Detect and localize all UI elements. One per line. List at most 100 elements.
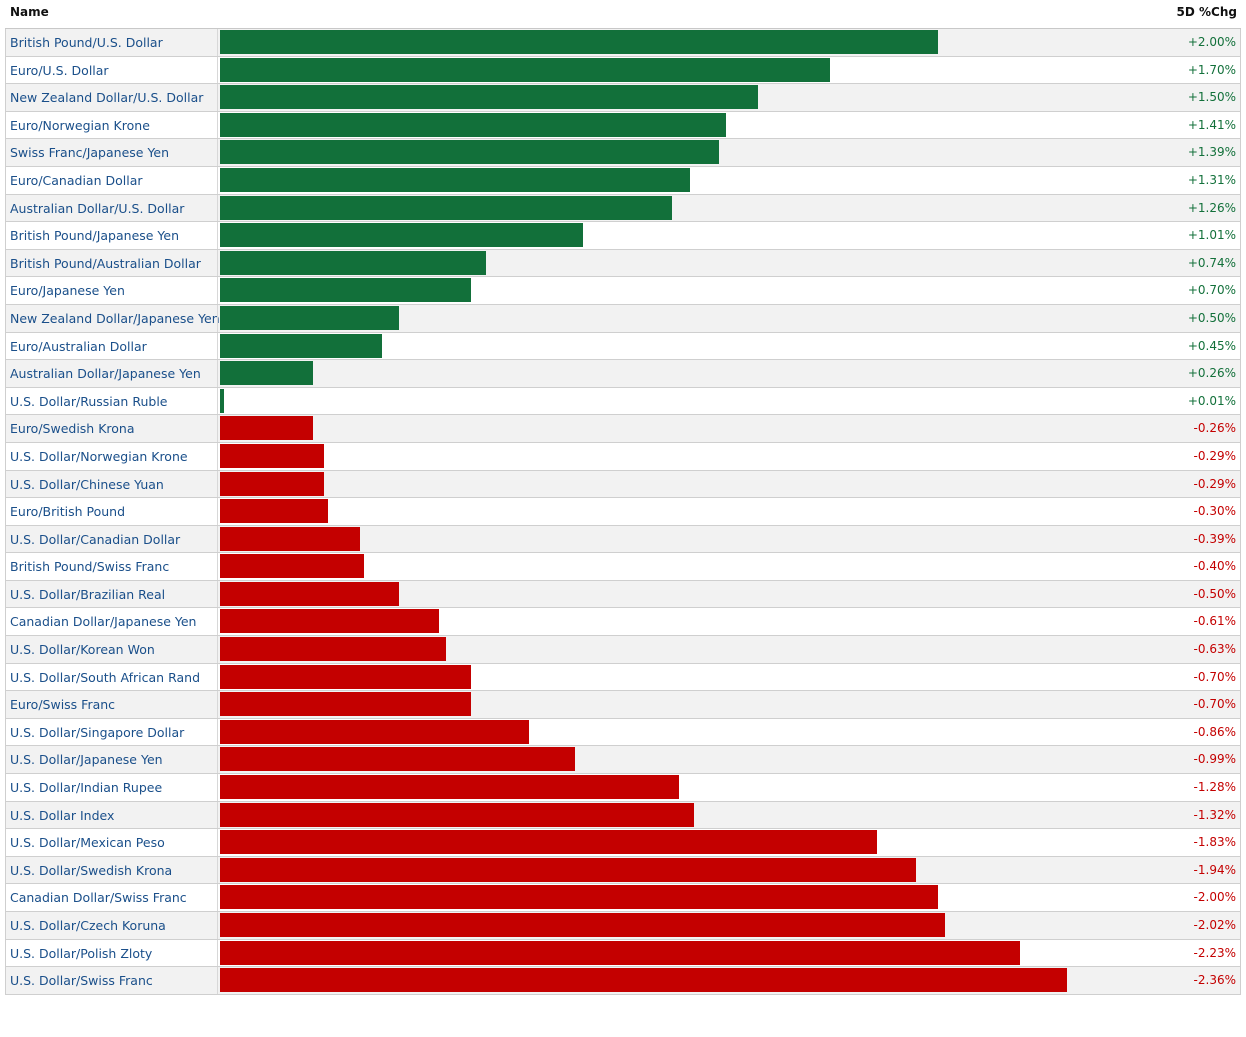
column-divider bbox=[217, 967, 218, 994]
currency-pair-link[interactable]: U.S. Dollar/Singapore Dollar bbox=[10, 724, 185, 740]
column-divider bbox=[217, 553, 218, 580]
change-bar bbox=[220, 526, 360, 551]
change-bar bbox=[220, 167, 691, 192]
currency-pair-link[interactable]: Canadian Dollar/Swiss Franc bbox=[10, 890, 187, 906]
column-divider bbox=[217, 166, 218, 194]
column-divider bbox=[217, 856, 218, 884]
table-row: New Zealand Dollar/Japanese Yen +0.50% bbox=[5, 304, 1241, 333]
currency-pair-link[interactable]: British Pound/Japanese Yen bbox=[10, 228, 180, 244]
currency-pair-link[interactable]: U.S. Dollar/Polish Zloty bbox=[10, 945, 153, 961]
currency-pair-link[interactable]: U.S. Dollar/Indian Rupee bbox=[10, 780, 163, 796]
change-value: -0.63% bbox=[1193, 642, 1236, 657]
column-divider bbox=[217, 691, 218, 718]
currency-pair-link[interactable]: U.S. Dollar/South African Rand bbox=[10, 669, 201, 685]
currency-pair-link[interactable]: U.S. Dollar/Czech Koruna bbox=[10, 918, 166, 933]
change-bar bbox=[220, 775, 680, 800]
change-value: +1.41% bbox=[1187, 117, 1236, 132]
column-divider bbox=[217, 84, 218, 111]
change-bar bbox=[220, 692, 472, 717]
change-bar bbox=[220, 581, 400, 606]
currency-pair-link[interactable]: Euro/British Pound bbox=[10, 504, 126, 520]
change-value: -0.40% bbox=[1193, 559, 1236, 574]
change-value: -0.50% bbox=[1193, 586, 1236, 601]
currency-pair-link[interactable]: U.S. Dollar/Norwegian Krone bbox=[10, 448, 188, 464]
column-divider bbox=[217, 912, 218, 939]
change-bar bbox=[220, 747, 576, 772]
currency-pair-link[interactable]: Euro/Norwegian Krone bbox=[10, 117, 150, 133]
table-row: Euro/Australian Dollar +0.45% bbox=[5, 332, 1241, 361]
change-bar bbox=[220, 195, 673, 220]
change-value: +2.00% bbox=[1187, 35, 1236, 49]
currency-pair-link[interactable]: Euro/Japanese Yen bbox=[10, 283, 125, 299]
currency-pair-link[interactable]: Euro/Swedish Krona bbox=[10, 421, 135, 437]
table-row: U.S. Dollar/Singapore Dollar -0.86% bbox=[5, 718, 1241, 747]
change-value: -1.32% bbox=[1193, 807, 1236, 822]
column-divider bbox=[217, 829, 218, 856]
currency-pair-link[interactable]: U.S. Dollar/Japanese Yen bbox=[10, 752, 163, 768]
table-row: Euro/Canadian Dollar +1.31% bbox=[5, 166, 1241, 195]
change-bar bbox=[220, 57, 831, 82]
currency-pair-link[interactable]: U.S. Dollar/Chinese Yuan bbox=[10, 476, 164, 492]
change-column-header[interactable]: 5D %Chg bbox=[1176, 5, 1237, 19]
change-value: +0.01% bbox=[1187, 393, 1236, 408]
currency-pair-link[interactable]: Euro/Swiss Franc bbox=[10, 697, 116, 713]
table-row: Euro/British Pound -0.30% bbox=[5, 498, 1241, 526]
table-row: U.S. Dollar/Brazilian Real -0.50% bbox=[5, 580, 1241, 609]
currency-pair-link[interactable]: U.S. Dollar/Canadian Dollar bbox=[10, 531, 181, 547]
currency-pair-link[interactable]: Australian Dollar/U.S. Dollar bbox=[10, 200, 185, 216]
column-divider bbox=[217, 222, 218, 249]
table-row: British Pound/Japanese Yen +1.01% bbox=[5, 222, 1241, 250]
table-row: Euro/Japanese Yen +0.70% bbox=[5, 277, 1241, 305]
change-bar bbox=[220, 802, 694, 827]
change-bar bbox=[220, 940, 1021, 965]
change-bar bbox=[220, 333, 382, 358]
currency-pair-link[interactable]: Canadian Dollar/Japanese Yen bbox=[10, 614, 197, 630]
change-bar bbox=[220, 885, 938, 910]
table-row: U.S. Dollar/Polish Zloty -2.23% bbox=[5, 939, 1241, 968]
table-row: U.S. Dollar Index -1.32% bbox=[5, 801, 1241, 830]
currency-pair-link[interactable]: Euro/Canadian Dollar bbox=[10, 172, 143, 188]
currency-pair-link[interactable]: U.S. Dollar/Russian Ruble bbox=[10, 393, 168, 409]
currency-pair-link[interactable]: Australian Dollar/Japanese Yen bbox=[10, 366, 201, 382]
currency-pair-link[interactable]: Euro/U.S. Dollar bbox=[10, 62, 109, 78]
currency-pair-link[interactable]: U.S. Dollar Index bbox=[10, 807, 115, 823]
table-body: British Pound/U.S. Dollar +2.00% Euro/U.S.… bbox=[5, 29, 1241, 995]
column-divider bbox=[217, 498, 218, 525]
table-row: Australian Dollar/Japanese Yen +0.26% bbox=[5, 360, 1241, 388]
change-bar bbox=[220, 471, 325, 496]
currency-pair-link[interactable]: British Pound/U.S. Dollar bbox=[10, 35, 163, 50]
currency-pair-link[interactable]: U.S. Dollar/Swedish Krona bbox=[10, 862, 173, 878]
change-bar bbox=[220, 443, 325, 468]
currency-pair-link[interactable]: U.S. Dollar/Swiss Franc bbox=[10, 973, 153, 989]
change-value: -0.86% bbox=[1193, 724, 1236, 739]
column-divider bbox=[217, 884, 218, 911]
column-divider bbox=[217, 194, 218, 222]
currency-performance-table: Name 5D %Chg British Pound/U.S. Dollar +2… bbox=[5, 0, 1241, 995]
change-value: -2.23% bbox=[1193, 945, 1236, 960]
change-bar bbox=[220, 361, 314, 386]
currency-pair-link[interactable]: New Zealand Dollar/Japanese Yen bbox=[10, 310, 220, 326]
column-divider bbox=[217, 470, 218, 498]
change-value: -1.83% bbox=[1193, 835, 1236, 850]
change-bar bbox=[220, 85, 759, 110]
table-row: Swiss Franc/Japanese Yen +1.39% bbox=[5, 139, 1241, 167]
currency-pair-link[interactable]: British Pound/Australian Dollar bbox=[10, 255, 201, 271]
currency-pair-link[interactable]: U.S. Dollar/Brazilian Real bbox=[10, 586, 166, 602]
change-bar bbox=[220, 499, 328, 524]
currency-pair-link[interactable]: U.S. Dollar/Korean Won bbox=[10, 642, 155, 658]
table-row: Canadian Dollar/Swiss Franc -2.00% bbox=[5, 884, 1241, 912]
currency-pair-link[interactable]: U.S. Dollar/Mexican Peso bbox=[10, 835, 165, 851]
name-column-header[interactable]: Name bbox=[10, 5, 49, 19]
change-value: -0.29% bbox=[1193, 476, 1236, 491]
currency-pair-link[interactable]: New Zealand Dollar/U.S. Dollar bbox=[10, 90, 204, 106]
change-value: +1.39% bbox=[1187, 145, 1236, 160]
table-row: U.S. Dollar/Mexican Peso -1.83% bbox=[5, 829, 1241, 857]
change-value: -0.39% bbox=[1193, 531, 1236, 546]
currency-pair-link[interactable]: British Pound/Swiss Franc bbox=[10, 559, 170, 575]
currency-pair-link[interactable]: Swiss Franc/Japanese Yen bbox=[10, 145, 170, 161]
currency-pair-link[interactable]: Euro/Australian Dollar bbox=[10, 338, 147, 354]
table-header: Name 5D %Chg bbox=[5, 0, 1241, 29]
column-divider bbox=[217, 56, 218, 84]
column-divider bbox=[217, 111, 218, 139]
table-row: U.S. Dollar/Norwegian Krone -0.29% bbox=[5, 442, 1241, 471]
